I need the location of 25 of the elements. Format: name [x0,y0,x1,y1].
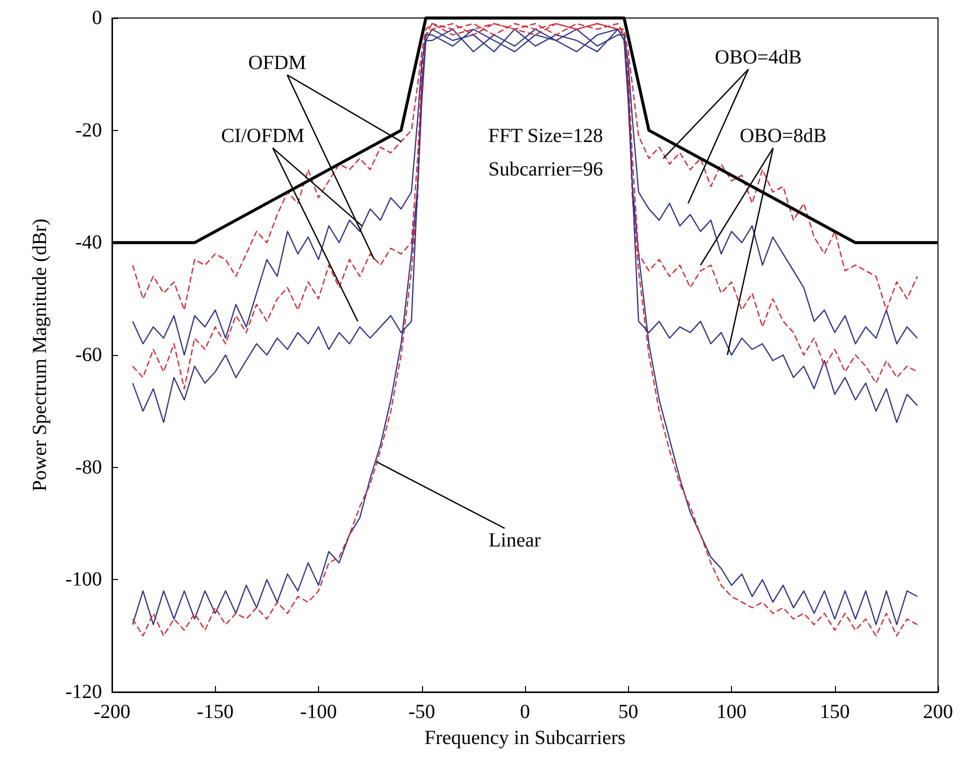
annotation: OFDM [248,52,306,74]
x-tick-label: 100 [716,701,746,723]
annotation: OBO=4dB [714,46,802,68]
y-tick-label: -120 [65,681,102,703]
y-tick-label: 0 [92,7,102,29]
y-tick-label: -100 [65,568,102,591]
x-tick-label: -50 [408,701,436,723]
y-axis-title: Power Spectrum Magnitude (dBr) [29,218,51,492]
x-tick-label: 50 [618,701,638,723]
annotation: CI/OFDM [221,124,305,147]
x-tick-label: 150 [820,701,850,723]
x-tick-label: 200 [923,701,953,723]
y-tick-label: -80 [75,456,102,478]
x-tick-label: 0 [520,701,530,723]
y-tick-label: -40 [75,232,102,254]
x-tick-label: -200 [94,701,130,723]
x-tick-label: -100 [300,701,337,723]
y-tick-label: -60 [75,344,102,366]
y-tick-label: -20 [75,119,102,142]
annotation: Subcarrier=96 [488,158,603,181]
x-tick-label: -150 [196,701,234,723]
annotation: OBO=8dB [740,124,827,147]
annotation: Linear [488,529,542,552]
x-axis-title: Frequency in Subcarriers [424,727,626,749]
annotation: FFT Size=128 [488,124,604,147]
